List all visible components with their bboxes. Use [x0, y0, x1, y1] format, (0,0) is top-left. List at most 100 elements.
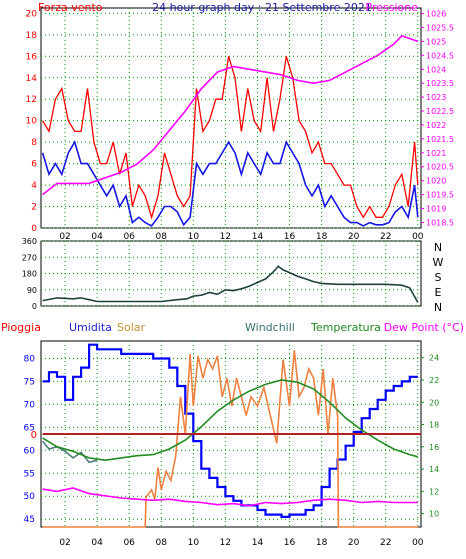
y-right-tick-label: 1019.5 — [426, 191, 454, 200]
x-tick-label: 00 — [412, 232, 424, 242]
x-tick-label: 20 — [348, 538, 360, 548]
x-tick-label: 04 — [91, 232, 103, 242]
x-tick-label: 10 — [188, 232, 200, 242]
y-left-tick-label: 6 — [31, 160, 37, 170]
y-right-tick-label: 1026 — [426, 10, 446, 19]
x-tick-label: 08 — [156, 538, 168, 548]
wind-pressure-chart: 02 04 06 08 10 12 14 16 18 20 22 00 024681012141618… — [26, 1, 454, 242]
y-left-tick-label: 2 — [31, 203, 37, 213]
y-left-tick-label: 70 — [24, 400, 36, 410]
y-left-tick-label: 65 — [24, 423, 35, 433]
y-tick-label: 0 — [32, 302, 37, 311]
left-axis-label: Forza vento — [38, 1, 103, 14]
y-right-tick-label: 1018.5 — [426, 218, 454, 227]
y-right-tick-label: 1021 — [426, 149, 446, 158]
x-tick-label: 14 — [252, 538, 264, 548]
y-left-tick-label: 60 — [24, 446, 36, 456]
y-right-tick-label: 1019 — [426, 205, 446, 214]
series-layer — [41, 34, 419, 227]
direction-label: S — [435, 271, 442, 284]
x-tick-label: 00 — [412, 538, 424, 548]
y-right-tick-label: 1023 — [426, 93, 446, 102]
y-tick-label: 90 — [27, 286, 37, 295]
y-left-tick-label: 55 — [24, 469, 35, 479]
x-tick-label: 12 — [220, 538, 231, 548]
x-tick-label: 18 — [316, 538, 328, 548]
legend-temperatura: Temperatura — [310, 321, 381, 334]
y-right-tick-label: 1020.5 — [426, 163, 454, 172]
y-right-tick-label: 10 — [429, 510, 439, 519]
x-tick-label: 02 — [59, 538, 70, 548]
x-tick-labels: 02 04 06 08 10 12 14 16 18 20 22 00 — [59, 232, 423, 242]
x-tick-label: 14 — [252, 232, 264, 242]
legend-dew-point: Dew Point (°C) — [384, 321, 464, 334]
y-right-tick-label: 1024.5 — [426, 51, 454, 60]
y-left-tick-label: 80 — [24, 354, 36, 364]
y-left-tick-label: 16 — [26, 52, 38, 62]
series-line-solar — [42, 350, 418, 528]
y-right-tick-labels: 1018.5 1019 1019.5 1020 1020.5 1021 1021.5 1022… — [421, 10, 454, 227]
series-layer — [42, 265, 419, 303]
y-right-tick-labels: 10 12 14 16 18 20 22 24 — [421, 354, 439, 519]
x-tick-label: 20 — [348, 232, 360, 242]
grid — [41, 240, 421, 307]
direction-label: N — [434, 301, 442, 314]
x-tick-label: 06 — [123, 538, 135, 548]
right-axis-label: Pressione — [366, 1, 419, 14]
series-line-windchill — [41, 440, 98, 464]
x-tick-label: 06 — [123, 232, 135, 242]
x-tick-labels: 02 04 06 08 10 12 14 16 18 20 22 00 — [59, 538, 423, 548]
y-right-tick-label: 14 — [429, 465, 439, 474]
y-left-tick-label: 10 — [26, 117, 38, 127]
y-left-tick-label: 12 — [26, 95, 37, 105]
y-tick-label: 270 — [22, 253, 37, 262]
series-line-dew-point — [42, 487, 418, 507]
y-tick-label: 360 — [22, 237, 37, 246]
rain-zero-label: 0 — [31, 430, 37, 441]
series-line-umidita — [42, 343, 418, 519]
y-right-tick-label: 12 — [429, 487, 439, 496]
direction-label: W — [433, 256, 444, 269]
direction-label: N — [434, 241, 442, 254]
x-tick-label: 04 — [91, 538, 103, 548]
x-tick-label: 16 — [284, 538, 296, 548]
legend-pioggia: Pioggia — [1, 321, 41, 334]
y-tick-label: 180 — [22, 270, 37, 279]
y-right-tick-label: 18 — [429, 421, 439, 430]
x-tick-label: 08 — [156, 232, 168, 242]
y-right-tick-label: 22 — [429, 376, 439, 385]
legend-solar: Solar — [117, 321, 146, 334]
y-right-tick-label: 1025.5 — [426, 23, 454, 32]
y-left-tick-labels: 45 50 55 60 65 70 75 80 — [24, 354, 36, 525]
y-right-tick-label: 16 — [429, 443, 439, 452]
y-left-tick-label: 4 — [31, 181, 37, 191]
legend-umidita: Umidita — [69, 321, 112, 334]
series-line-wind-direction — [42, 265, 419, 303]
temperature-humidity-chart: 02 04 06 08 10 12 14 16 18 20 22 00 45 50 55 60 65 70 75 8… — [1, 321, 464, 548]
x-tick-label: 12 — [220, 232, 231, 242]
y-right-tick-label: 1020 — [426, 177, 446, 186]
plot-frame — [40, 7, 422, 229]
direction-label: E — [435, 286, 442, 299]
y-right-tick-label: 1022 — [426, 121, 446, 130]
series-layer — [41, 343, 421, 528]
y-right-tick-label: 20 — [429, 398, 439, 407]
series-line-temperatura — [42, 379, 419, 462]
y-left-tick-labels: 0 2 4 6 8 10 12 14 16 18 20 — [26, 9, 38, 234]
y-right-tick-label: 24 — [429, 354, 439, 363]
y-right-tick-label: 1021.5 — [426, 135, 454, 144]
legend-windchill: Windchill — [245, 321, 295, 334]
y-left-tick-label: 8 — [31, 138, 37, 148]
chart-title: 24 hour graph day : 21 Settembre 2021 — [152, 1, 372, 14]
x-tick-label: 10 — [188, 538, 200, 548]
y-right-tick-label: 1022.5 — [426, 107, 454, 116]
x-tick-label: 18 — [316, 232, 328, 242]
y-left-tick-label: 45 — [24, 515, 35, 525]
y-left-tick-label: 75 — [24, 377, 35, 387]
x-tick-label: 02 — [59, 232, 70, 242]
y-left-tick-label: 18 — [26, 31, 38, 41]
y-left-tick-label: 50 — [24, 492, 36, 502]
series-line-2 — [42, 34, 419, 196]
